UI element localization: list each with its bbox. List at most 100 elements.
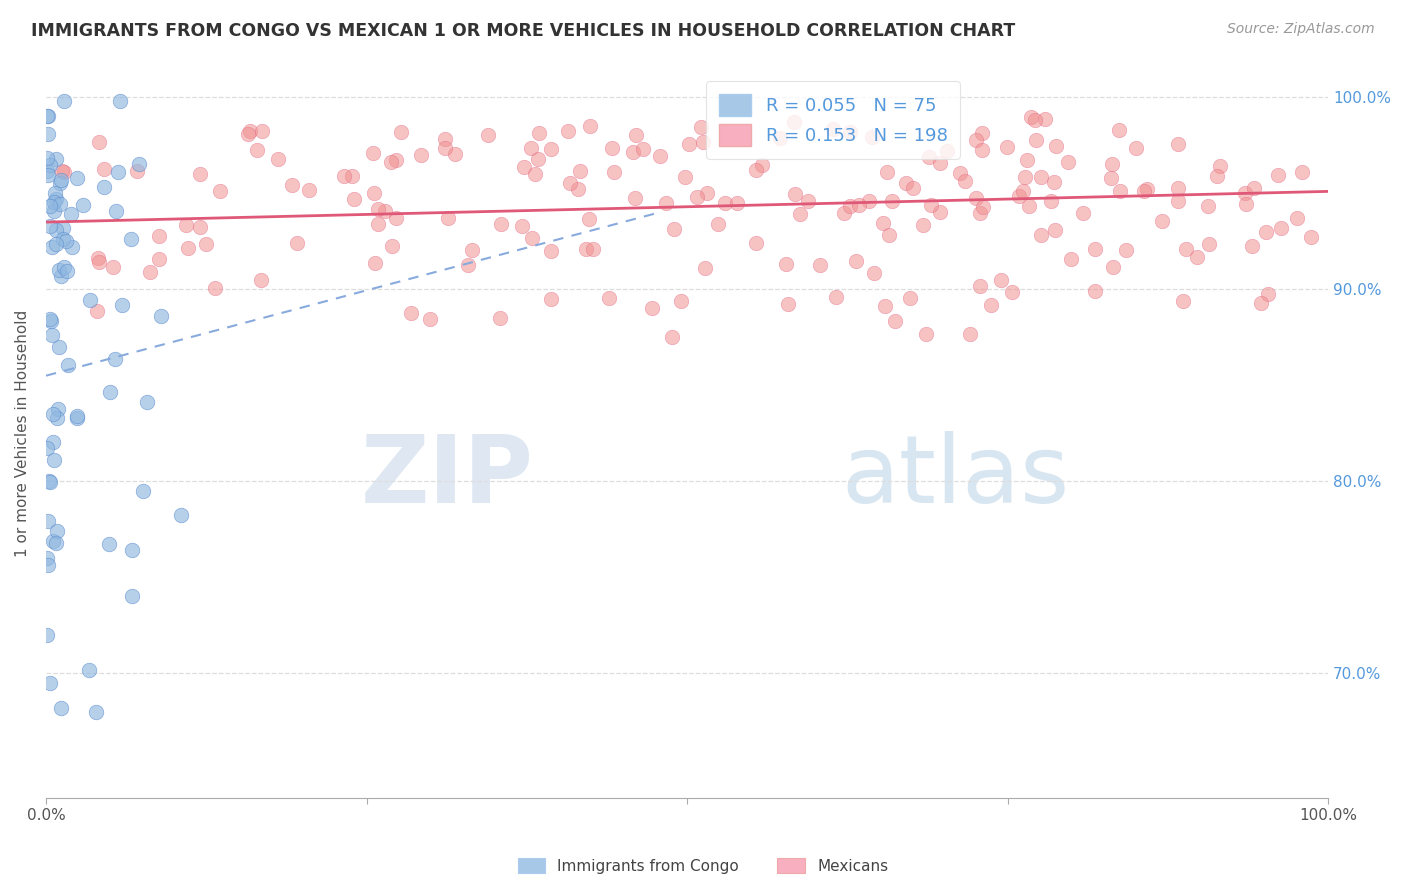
- Point: [52, 260, 75, 274]
- Point: [37, 127, 59, 141]
- Point: [127, 164, 149, 178]
- Point: [671, 293, 693, 308]
- Point: [696, 186, 718, 200]
- Point: [825, 290, 848, 304]
- Point: [136, 394, 159, 409]
- Point: [45, 524, 67, 539]
- Legend: R = 0.055   N = 75, R = 0.153   N = 198: R = 0.055 N = 75, R = 0.153 N = 198: [706, 81, 960, 159]
- Point: [188, 219, 211, 234]
- Point: [367, 202, 389, 216]
- Point: [110, 94, 132, 108]
- Point: [880, 194, 903, 209]
- Point: [624, 128, 647, 143]
- Point: [1175, 242, 1198, 256]
- Point: [655, 196, 678, 211]
- Point: [48, 262, 70, 277]
- Point: [575, 243, 598, 257]
- Point: [751, 158, 773, 172]
- Point: [49, 701, 72, 715]
- Point: [1045, 139, 1067, 153]
- Point: [37, 168, 59, 182]
- Point: [333, 169, 356, 184]
- Point: [38, 475, 60, 489]
- Point: [177, 241, 200, 255]
- Point: [1267, 168, 1289, 182]
- Point: [42, 203, 65, 218]
- Point: [510, 219, 533, 233]
- Point: [725, 195, 748, 210]
- Point: [797, 194, 820, 209]
- Point: [66, 170, 89, 185]
- Point: [876, 165, 898, 179]
- Point: [42, 194, 65, 209]
- Point: [245, 143, 267, 157]
- Y-axis label: 1 or more Vehicles in Household: 1 or more Vehicles in Household: [15, 310, 30, 557]
- Point: [578, 212, 600, 227]
- Point: [686, 190, 709, 204]
- Point: [1167, 194, 1189, 208]
- Point: [879, 227, 901, 242]
- Point: [121, 590, 143, 604]
- Point: [579, 120, 602, 134]
- Point: [93, 162, 115, 177]
- Point: [1206, 169, 1229, 183]
- Point: [37, 109, 59, 123]
- Point: [38, 158, 60, 172]
- Point: [838, 199, 860, 213]
- Point: [489, 218, 512, 232]
- Point: [111, 298, 134, 312]
- Point: [848, 197, 870, 211]
- Point: [42, 534, 65, 549]
- Point: [838, 125, 860, 139]
- Point: [1150, 214, 1173, 228]
- Point: [845, 253, 868, 268]
- Point: [38, 475, 60, 489]
- Point: [1040, 194, 1063, 209]
- Point: [1043, 175, 1066, 189]
- Point: [540, 292, 562, 306]
- Point: [745, 235, 768, 250]
- Point: [1101, 260, 1123, 274]
- Point: [1084, 242, 1107, 256]
- Point: [79, 663, 101, 677]
- Point: [37, 628, 59, 642]
- Point: [389, 125, 412, 139]
- Point: [194, 237, 217, 252]
- Point: [557, 124, 579, 138]
- Point: [208, 184, 231, 198]
- Point: [46, 411, 69, 425]
- Point: [972, 143, 994, 157]
- Point: [59, 207, 82, 221]
- Point: [1015, 153, 1038, 167]
- Point: [990, 273, 1012, 287]
- Point: [520, 231, 543, 245]
- Point: [87, 135, 110, 149]
- Point: [45, 237, 67, 252]
- Point: [641, 301, 664, 315]
- Point: [1167, 181, 1189, 195]
- Point: [1033, 112, 1056, 126]
- Point: [434, 141, 457, 155]
- Point: [37, 109, 59, 123]
- Point: [1024, 112, 1046, 127]
- Point: [37, 558, 59, 573]
- Point: [489, 311, 512, 326]
- Point: [419, 312, 441, 326]
- Point: [1108, 184, 1130, 198]
- Point: [873, 299, 896, 313]
- Point: [267, 152, 290, 166]
- Point: [1012, 184, 1035, 198]
- Point: [281, 178, 304, 192]
- Point: [461, 243, 484, 257]
- Point: [1291, 165, 1313, 179]
- Point: [1187, 250, 1209, 264]
- Point: [364, 256, 387, 270]
- Point: [1031, 169, 1053, 184]
- Point: [1256, 225, 1278, 239]
- Point: [863, 266, 886, 280]
- Point: [1209, 159, 1232, 173]
- Point: [623, 191, 645, 205]
- Point: [39, 312, 62, 326]
- Point: [128, 157, 150, 171]
- Point: [995, 140, 1018, 154]
